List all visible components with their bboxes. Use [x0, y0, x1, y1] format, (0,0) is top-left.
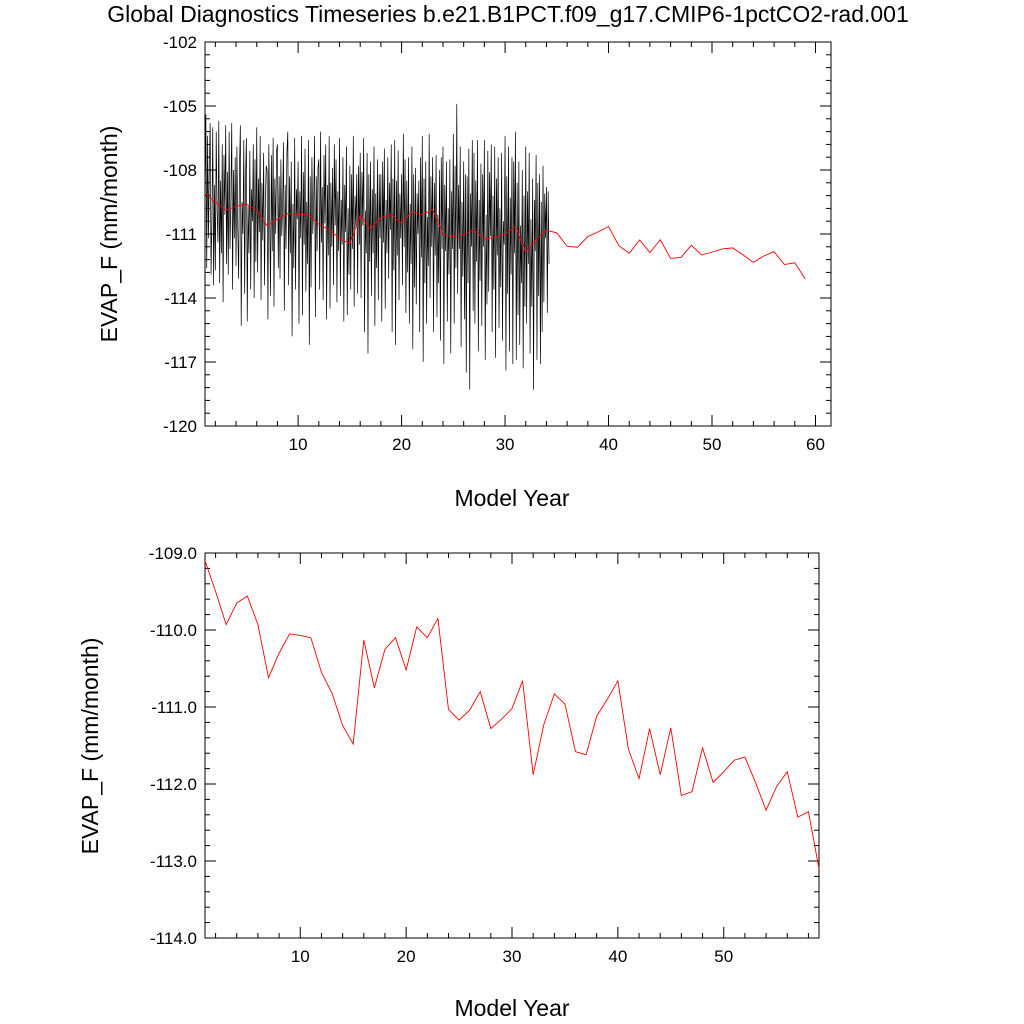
y-tick-label: -109.0 — [149, 544, 197, 563]
y-tick-label: -120 — [163, 417, 197, 436]
x-tick-label: 20 — [392, 435, 411, 454]
monthly-series-line — [204, 103, 550, 390]
y-axis-label: EVAP_F (mm/month) — [96, 126, 122, 343]
plot-frame — [204, 552, 820, 939]
y-tick-label: -114.0 — [150, 929, 197, 948]
x-tick-labels: 10 20 30 40 50 60 — [289, 435, 825, 454]
chart-title: Global Diagnostics Timeseries b.e21.B1PC… — [107, 1, 909, 27]
top-panel: 10 20 30 40 50 60 -120 -117 -114 -111 -108 -105 -10… — [96, 33, 832, 511]
x-tick-label: 40 — [608, 947, 627, 966]
x-tick-label: 20 — [397, 947, 416, 966]
y-tick-label: -105 — [163, 97, 197, 116]
x-tick-label: 30 — [496, 435, 515, 454]
x-tick-label: 40 — [599, 435, 618, 454]
y-tick-label: -117 — [164, 353, 197, 372]
y-tick-label: -108 — [163, 161, 197, 180]
x-tick-label: 50 — [703, 435, 722, 454]
annual-series — [204, 193, 806, 280]
y-tick-label: -112.0 — [150, 775, 197, 794]
annual-series-line — [204, 560, 820, 869]
x-tick-labels: 10 20 30 40 50 — [291, 947, 733, 966]
bottom-panel: 10 20 30 40 50 -114.0 -113.0 -112.0 -111.0 -110.… — [77, 544, 820, 1021]
annual-series-line — [204, 193, 806, 280]
x-tick-label: 50 — [714, 947, 733, 966]
annual-series — [204, 560, 820, 869]
y-axis-label: EVAP_F (mm/month) — [77, 638, 103, 855]
y-tick-label: -111 — [165, 225, 197, 244]
x-tick-label: 60 — [806, 435, 825, 454]
x-tick-label: 10 — [291, 947, 310, 966]
y-tick-label: -110.0 — [150, 621, 197, 640]
x-tick-label: 30 — [503, 947, 522, 966]
axis-ticks — [205, 41, 831, 427]
y-tick-labels: -114.0 -113.0 -112.0 -111.0 -110.0 -109.0 — [149, 544, 197, 948]
axis-ticks — [205, 552, 819, 939]
monthly-series — [204, 103, 550, 390]
y-tick-label: -113.0 — [150, 852, 197, 871]
y-tick-labels: -120 -117 -114 -111 -108 -105 -102 — [163, 33, 197, 436]
x-tick-label: 10 — [289, 435, 308, 454]
x-axis-label: Model Year — [454, 485, 569, 511]
y-tick-label: -111.0 — [151, 698, 197, 717]
y-tick-label: -102 — [163, 33, 197, 52]
x-axis-label: Model Year — [454, 995, 569, 1021]
y-tick-label: -114 — [164, 289, 197, 308]
